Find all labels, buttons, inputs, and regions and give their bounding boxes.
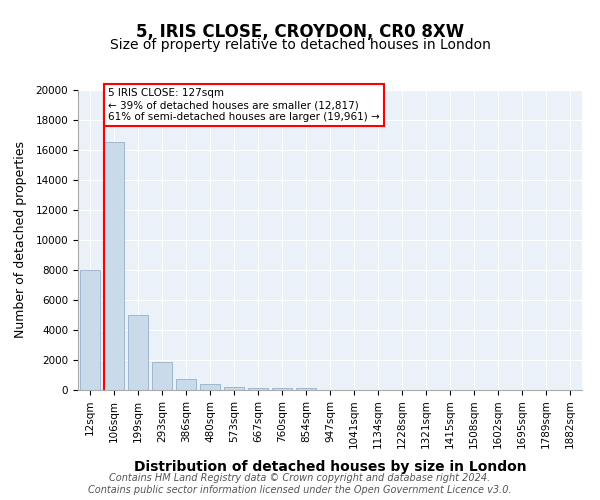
X-axis label: Distribution of detached houses by size in London: Distribution of detached houses by size …: [134, 460, 526, 473]
Bar: [200, 384, 220, 390]
Bar: [152, 362, 172, 390]
Bar: [248, 388, 268, 390]
Bar: [272, 388, 292, 390]
Text: Contains HM Land Registry data © Crown copyright and database right 2024.
Contai: Contains HM Land Registry data © Crown c…: [88, 474, 512, 495]
Bar: [128, 315, 148, 390]
Bar: [224, 387, 244, 390]
Y-axis label: Number of detached properties: Number of detached properties: [14, 142, 27, 338]
Bar: [176, 379, 196, 390]
Text: Size of property relative to detached houses in London: Size of property relative to detached ho…: [110, 38, 490, 52]
Text: 5, IRIS CLOSE, CROYDON, CR0 8XW: 5, IRIS CLOSE, CROYDON, CR0 8XW: [136, 22, 464, 40]
Text: 5 IRIS CLOSE: 127sqm
← 39% of detached houses are smaller (12,817)
61% of semi-d: 5 IRIS CLOSE: 127sqm ← 39% of detached h…: [108, 88, 380, 122]
Bar: [296, 388, 316, 390]
Bar: [104, 142, 124, 390]
Bar: [80, 270, 100, 390]
